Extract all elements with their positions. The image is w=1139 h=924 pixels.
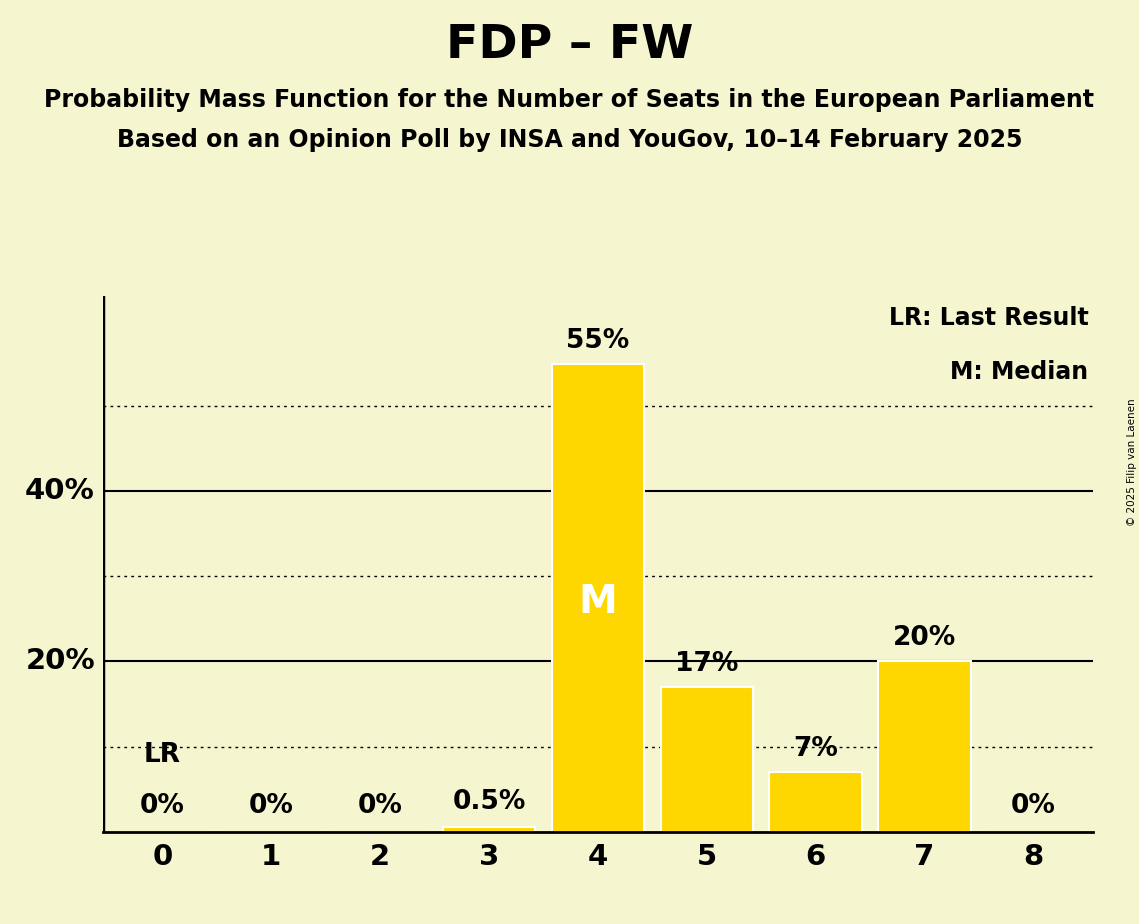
Text: 0%: 0% bbox=[248, 793, 294, 819]
Text: M: Median: M: Median bbox=[950, 360, 1089, 384]
Text: 40%: 40% bbox=[25, 478, 95, 505]
Text: 20%: 20% bbox=[25, 648, 95, 675]
Text: LR: LR bbox=[144, 742, 181, 768]
Text: FDP – FW: FDP – FW bbox=[445, 23, 694, 68]
Bar bbox=[443, 827, 535, 832]
Text: 0%: 0% bbox=[358, 793, 402, 819]
Text: Probability Mass Function for the Number of Seats in the European Parliament: Probability Mass Function for the Number… bbox=[44, 88, 1095, 112]
Text: 55%: 55% bbox=[566, 327, 630, 354]
Bar bbox=[551, 364, 645, 832]
Text: M: M bbox=[579, 583, 617, 621]
Bar bbox=[770, 772, 862, 832]
Bar bbox=[878, 662, 970, 832]
Text: Based on an Opinion Poll by INSA and YouGov, 10–14 February 2025: Based on an Opinion Poll by INSA and You… bbox=[117, 128, 1022, 152]
Text: 0%: 0% bbox=[140, 793, 185, 819]
Text: 7%: 7% bbox=[794, 736, 838, 762]
Text: © 2025 Filip van Laenen: © 2025 Filip van Laenen bbox=[1126, 398, 1137, 526]
Text: 0%: 0% bbox=[1011, 793, 1056, 819]
Text: 20%: 20% bbox=[893, 626, 957, 651]
Text: LR: Last Result: LR: Last Result bbox=[888, 307, 1089, 331]
Bar bbox=[661, 687, 753, 832]
Text: 0.5%: 0.5% bbox=[452, 788, 526, 815]
Text: 17%: 17% bbox=[675, 650, 738, 676]
